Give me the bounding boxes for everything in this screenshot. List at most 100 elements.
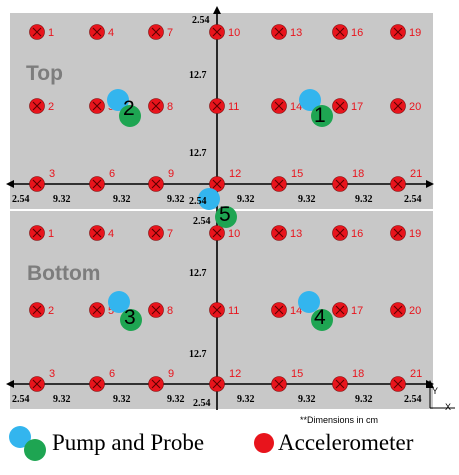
accelerometer-cross-top-13 [274,27,284,37]
y-axis-label: Y [432,386,439,396]
accelerometer-cross-top-1 [32,27,42,37]
accelerometer-label-top-18: 18 [352,168,364,180]
accelerometer-label-top-1: 1 [48,27,54,39]
pump-probe-pair-3-number: 3 [124,306,136,329]
accelerometer-label-bottom-21: 21 [410,368,422,380]
accelerometer-cross-bottom-6 [92,379,102,389]
accelerometer-label-top-9: 9 [168,168,174,180]
accelerometer-cross-bottom-16 [335,228,345,238]
accelerometer-cross-top-7 [151,27,161,37]
dim-bottom-row-5: 9.32 [298,394,316,405]
accelerometer-cross-top-16 [335,27,345,37]
accelerometer-cross-bottom-7 [151,228,161,238]
pump-probe-pair-5-pump [198,188,220,210]
accelerometer-label-bottom-4: 4 [108,228,114,240]
dimension-footnote: **Dimensions in cm [300,415,379,425]
dim-top-row-7: 2.54 [404,194,422,205]
dim-bottom-row-3: 9.32 [167,394,185,405]
accelerometer-label-bottom-20: 20 [409,305,421,317]
accelerometer-label-top-11: 11 [228,101,239,113]
bottom-panel-label: Bottom [27,262,100,285]
accelerometer-label-top-4: 4 [108,27,114,39]
accelerometer-label-bottom-1: 1 [48,228,54,240]
accelerometer-cross-bottom-3 [32,379,42,389]
accelerometer-label-bottom-3: 3 [49,368,55,380]
dim-top-row-2: 9.32 [113,194,131,205]
accelerometer-cross-bottom-18 [335,379,345,389]
dim-top-row-0: 2.54 [12,194,30,205]
accelerometer-cross-bottom-15 [274,379,284,389]
pump-probe-pair-1-probe [311,105,333,127]
dim-vertical-bottom-2: 12.7 [189,349,207,360]
accelerometer-label-top-20: 20 [409,101,421,113]
pump-probe-pair-5-probe [215,206,237,228]
accelerometer-cross-top-14 [274,101,284,111]
legend-accelerometer-text: Accelerometer [278,430,414,455]
accelerometer-label-bottom-18: 18 [352,368,364,380]
accelerometer-cross-top-8 [151,101,161,111]
accelerometer-label-bottom-11: 11 [228,305,239,317]
accelerometer-cross-bottom-9 [151,379,161,389]
accelerometer-label-top-13: 13 [290,27,302,39]
accelerometer-label-bottom-2: 2 [48,305,54,317]
accelerometer-label-top-14: 14 [290,101,302,113]
dim-bottom-row-0: 2.54 [12,394,30,405]
accelerometer-label-top-17: 17 [351,101,363,113]
accelerometer-label-top-12: 12 [229,168,241,180]
accelerometer-label-top-3: 3 [49,168,55,180]
dim-bottom-row-4: 9.32 [237,394,255,405]
accelerometer-label-top-21: 21 [410,168,422,180]
dim-vertical-top-2: 12.7 [189,148,207,159]
accelerometer-label-bottom-17: 17 [351,305,363,317]
accelerometer-label-bottom-10: 10 [228,228,240,240]
accelerometer-cross-bottom-4 [92,228,102,238]
dim-vertical-top-1: 12.7 [189,70,207,81]
dim-bottom-row-1: 9.32 [53,394,71,405]
top-panel-label: Top [26,62,63,85]
accelerometer-cross-top-21 [393,179,403,189]
accelerometer-cross-bottom-14 [274,305,284,315]
accelerometer-label-top-19: 19 [409,27,421,39]
pump-probe-pair-5-number: 5 [219,203,231,226]
dim-top-row-6: 9.32 [355,194,373,205]
accelerometer-label-top-10: 10 [228,27,240,39]
accelerometer-cross-bottom-17 [335,305,345,315]
pump-probe-pair-2-pump [107,89,129,111]
accelerometer-cross-top-2 [32,101,42,111]
accelerometer-icon [252,431,276,455]
dim-top-row-3: 9.32 [167,194,185,205]
pump-probe-pair-1-pump [299,89,321,111]
dim-center-edge-1: 2.54 [189,196,207,207]
accelerometer-label-bottom-16: 16 [351,228,363,240]
accelerometer-cross-top-17 [335,101,345,111]
accelerometer-cross-top-3 [32,179,42,189]
accelerometer-cross-bottom-11 [212,305,222,315]
accelerometer-cross-bottom-12 [212,379,222,389]
accelerometer-cross-bottom-21 [393,379,403,389]
dim-top-edge: 2.54 [192,15,210,26]
dim-top-row-5: 9.32 [298,194,316,205]
pump-probe-pair-2-number: 2 [123,97,135,120]
pump-probe-pair-4-probe [311,309,333,331]
dim-top-row-4: 9.32 [237,194,255,205]
accelerometer-cross-bottom-2 [32,305,42,315]
accelerometer-cross-top-18 [335,179,345,189]
accelerometer-label-bottom-9: 9 [168,368,174,380]
pump-probe-pair-4-pump [298,291,320,313]
accelerometer-label-bottom-19: 19 [409,228,421,240]
pump-probe-pair-3-probe [120,309,142,331]
accelerometer-label-top-7: 7 [167,27,173,39]
accelerometer-cross-top-12 [212,179,222,189]
legend-accelerometer: Accelerometer [252,423,413,463]
accelerometer-cross-bottom-1 [32,228,42,238]
dim-vertical-bottom-1: 12.7 [189,268,207,279]
accelerometer-cross-top-4 [92,27,102,37]
dim-bottom-row-6: 9.32 [355,394,373,405]
accelerometer-label-bottom-14: 14 [290,305,302,317]
accelerometer-label-bottom-13: 13 [290,228,302,240]
accelerometer-label-bottom-8: 8 [167,305,173,317]
dim-center-edge-2: 2.54 [193,216,211,227]
accelerometer-cross-bottom-13 [274,228,284,238]
